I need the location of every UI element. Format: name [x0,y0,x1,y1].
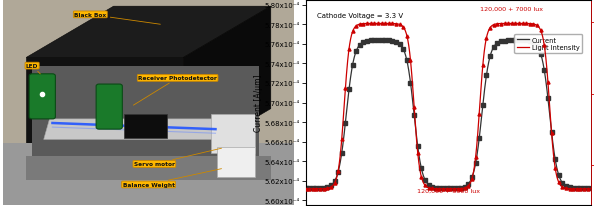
FancyBboxPatch shape [124,114,168,139]
Text: LED: LED [26,64,40,75]
Light Intensity [582,188,589,190]
Polygon shape [26,58,184,160]
Line: Current: Current [306,41,591,188]
Polygon shape [184,7,271,160]
Polygon shape [26,7,271,58]
Current [551,156,558,158]
Light Intensity [587,188,594,190]
Current [412,123,419,125]
Text: Receiver Photodetector: Receiver Photodetector [134,76,217,106]
Text: Balance Weight: Balance Weight [122,169,222,187]
Text: 120,000 + 7000 lux: 120,000 + 7000 lux [479,7,542,12]
Polygon shape [26,156,271,180]
Line: Light Intensity: Light Intensity [306,24,591,189]
Current [512,40,519,42]
Polygon shape [44,119,236,140]
Light Intensity [551,164,558,167]
Text: Servo motor: Servo motor [134,149,222,167]
Text: 120,000 + 3500 lux: 120,000 + 3500 lux [417,188,480,193]
Text: Cathode Voltage = 3.3 V: Cathode Voltage = 3.3 V [317,13,403,19]
FancyBboxPatch shape [96,85,122,130]
Current [424,183,431,185]
Current [302,187,309,190]
Polygon shape [32,66,259,160]
Light Intensity [424,186,431,189]
Text: Black Box: Black Box [74,13,160,25]
FancyBboxPatch shape [29,74,55,119]
FancyBboxPatch shape [211,114,255,153]
Current [582,187,589,190]
Current [587,187,594,190]
Light Intensity [334,170,342,172]
Legend: Current, Light Intensity: Current, Light Intensity [514,35,582,54]
Light Intensity [511,23,519,26]
Current [334,171,342,173]
Current [352,54,359,56]
Light Intensity [352,27,359,29]
Light Intensity [412,119,419,122]
Polygon shape [3,1,294,205]
Light Intensity [302,188,309,190]
FancyBboxPatch shape [217,147,255,177]
Polygon shape [3,144,294,205]
Y-axis label: Current [A/μm]: Current [A/μm] [254,74,263,132]
